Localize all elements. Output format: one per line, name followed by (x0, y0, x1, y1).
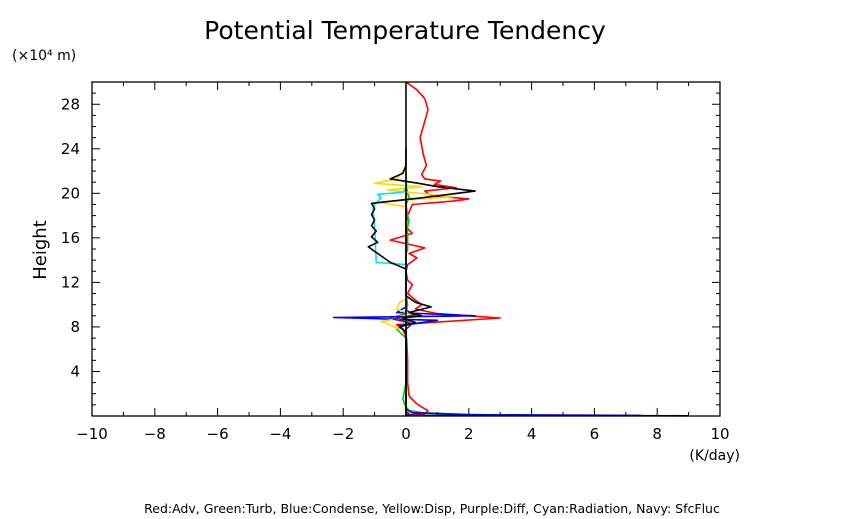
plot-frame (91, 81, 721, 417)
x-tick-label: 4 (527, 425, 537, 443)
y-tick-label: 8 (70, 318, 80, 336)
y-tick-label: 28 (61, 95, 80, 113)
y-tick-label: 24 (61, 140, 80, 158)
series-line-radiation (372, 187, 407, 413)
x-axis-label: (K/day) (689, 448, 740, 464)
y-tick-label: 16 (61, 229, 80, 247)
y-tick-label: 12 (61, 273, 80, 291)
y-tick-label: 4 (70, 362, 80, 380)
x-tick-label: 6 (590, 425, 600, 443)
series-line-diff (392, 193, 417, 417)
x-tick-label: 8 (652, 425, 662, 443)
series-line-turb (389, 171, 516, 417)
series-line-black-7 (367, 148, 476, 415)
series-layer (332, 81, 689, 417)
x-tick-label: −4 (269, 425, 291, 443)
series-line-condense (332, 198, 642, 417)
x-tick-label: −8 (144, 425, 166, 443)
legend-text: Red:Adv, Green:Turb, Blue:Condense, Yell… (144, 501, 720, 516)
y-axis-label: Height (30, 220, 51, 280)
series-line-adv (389, 81, 502, 416)
x-tick-label: −6 (207, 425, 229, 443)
y-unit-label: (×10⁴ m) (12, 48, 76, 64)
x-tick-label: 2 (464, 425, 474, 443)
x-tick-label: 10 (710, 425, 729, 443)
x-tick-label: −10 (76, 425, 108, 443)
x-tick-label: −2 (332, 425, 354, 443)
chart-title: Potential Temperature Tendency (204, 16, 606, 45)
y-tick-label: 20 (61, 184, 80, 202)
x-tick-label: 0 (401, 425, 411, 443)
